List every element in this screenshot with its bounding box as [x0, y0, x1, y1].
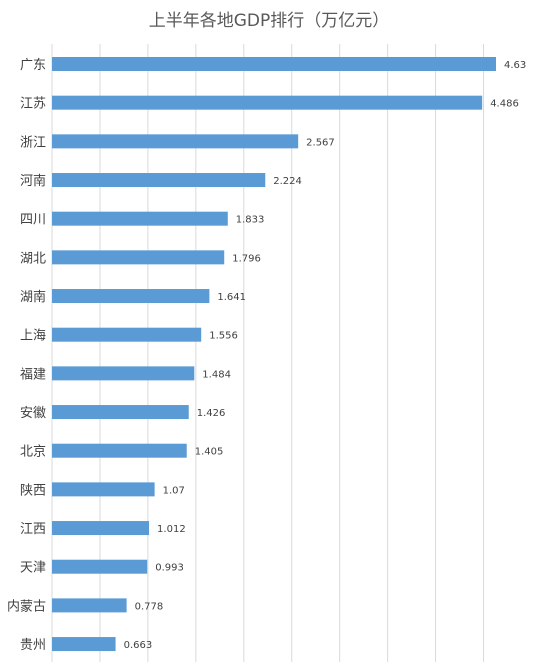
data-label: 2.224 — [273, 176, 302, 187]
data-label: 1.405 — [195, 447, 224, 458]
category-label: 广东 — [20, 58, 46, 73]
category-label: 江西 — [20, 522, 46, 537]
category-label: 内蒙古 — [7, 598, 46, 614]
category-label: 福建 — [20, 367, 46, 382]
bar-2 — [52, 134, 299, 149]
category-label: 安徽 — [20, 406, 46, 421]
bar-7 — [52, 327, 202, 342]
category-label: 浙江 — [20, 135, 46, 150]
bar-0 — [52, 57, 496, 71]
bar-9 — [52, 405, 189, 420]
data-label: 4.63 — [504, 60, 526, 71]
category-label: 四川 — [20, 213, 46, 228]
bar-14 — [52, 598, 127, 613]
data-label: 1.07 — [163, 485, 185, 496]
data-label: 1.796 — [232, 253, 261, 264]
bar-8 — [52, 366, 195, 381]
bar-4 — [52, 211, 228, 226]
data-label: 0.993 — [155, 563, 184, 574]
bar-11 — [52, 482, 155, 497]
category-label: 江苏 — [20, 96, 46, 112]
category-label: 湖北 — [20, 251, 46, 266]
bar-10 — [52, 443, 187, 458]
data-label: 1.484 — [202, 369, 231, 380]
category-label: 天津 — [20, 561, 46, 576]
category-label: 河南 — [20, 173, 46, 189]
data-label: 2.567 — [306, 137, 335, 148]
category-label: 陕西 — [20, 483, 46, 498]
bar-1 — [52, 95, 483, 110]
bar-3 — [52, 173, 266, 188]
data-label: 1.641 — [217, 292, 246, 303]
data-label: 0.663 — [124, 640, 153, 651]
category-label: 贵州 — [20, 638, 46, 653]
data-label: 1.556 — [209, 331, 238, 342]
bar-12 — [52, 521, 150, 536]
category-label: 北京 — [20, 445, 46, 460]
bar-5 — [52, 250, 225, 265]
data-label: 1.012 — [157, 524, 186, 535]
category-label: 湖南 — [20, 289, 46, 305]
category-label: 上海 — [20, 329, 46, 344]
data-label: 4.486 — [490, 99, 519, 110]
bar-15 — [52, 637, 116, 652]
data-label: 1.833 — [236, 215, 265, 226]
chart-title: 上半年各地GDP排行（万亿元） — [148, 11, 390, 31]
data-label: 0.778 — [135, 601, 164, 612]
bar-13 — [52, 559, 148, 574]
bar-6 — [52, 289, 210, 304]
data-label: 1.426 — [197, 408, 226, 419]
